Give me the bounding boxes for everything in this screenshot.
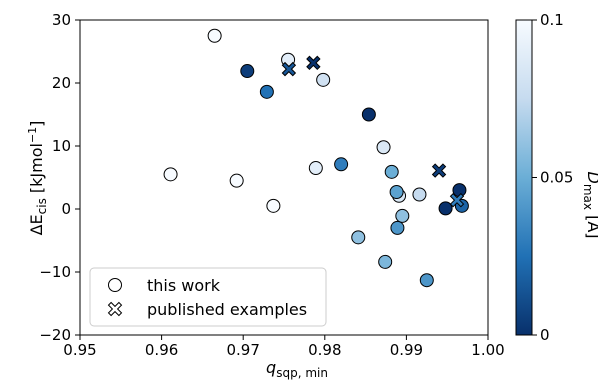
data-point-circle — [438, 201, 453, 216]
colorbar-label-sub: max — [581, 184, 595, 210]
data-point-circle — [259, 84, 274, 99]
legend: this work published examples — [89, 267, 327, 327]
legend-box — [89, 267, 327, 327]
x-tick-label: 1.00 — [471, 341, 504, 359]
data-point-circle — [361, 107, 376, 122]
data-point-circle — [229, 173, 244, 188]
data-point-x — [431, 163, 447, 178]
data-point-circle — [376, 140, 391, 155]
legend-label-this-work: this work — [147, 276, 221, 295]
plot-frame — [79, 19, 489, 336]
y-tick-label: 10 — [52, 137, 71, 155]
y-axis-label: ΔEcis [kJmol−1] — [26, 121, 49, 236]
x-tick-label: 0.99 — [390, 341, 423, 359]
data-point-circle — [378, 254, 393, 269]
data-point-circle — [240, 64, 255, 79]
data-point-circle — [419, 273, 434, 288]
x-axis-label: qsqp, min — [266, 358, 328, 380]
legend-label-published-examples: published examples — [147, 300, 307, 319]
x-tick-label: 0.98 — [308, 341, 341, 359]
data-point-x — [306, 55, 321, 71]
colorbar-gradient — [515, 19, 533, 336]
y-tick-label: −10 — [39, 263, 71, 281]
y-axis-label-units: [kJmol — [27, 143, 46, 198]
data-point-circle — [389, 184, 404, 199]
data-points — [163, 28, 469, 288]
y-axis-label-sup: −1 — [26, 127, 39, 143]
y-tick-label: −20 — [39, 326, 71, 344]
data-point-circle — [266, 198, 281, 213]
x-axis-label-sub: sqp, min — [276, 366, 328, 380]
data-point-circle — [412, 187, 427, 202]
colorbar: 0 0.05 0.1 Dmax [Å] — [515, 11, 598, 344]
legend-circle-marker — [108, 278, 122, 292]
colorbar-tick-label: 0 — [540, 326, 550, 344]
y-tick-label: 0 — [61, 200, 71, 218]
data-point-circle — [390, 220, 405, 235]
colorbar-ticks: 0 0.05 0.1 — [532, 11, 573, 344]
data-point-x — [281, 61, 297, 77]
data-point-circle — [395, 208, 410, 223]
data-point-circle — [384, 164, 399, 179]
y-tick-label: 30 — [52, 11, 71, 29]
x-tick-label: 0.95 — [63, 341, 96, 359]
data-point-circle — [351, 230, 366, 245]
colorbar-tick-label: 0.1 — [540, 11, 564, 29]
y-axis-label-end: ] — [27, 121, 46, 127]
data-point-x — [449, 192, 465, 208]
axes: 0.95 0.96 0.97 0.98 0.99 1.00 −20 −10 0 10 20 30 — [39, 11, 504, 359]
legend-x-marker — [107, 301, 123, 317]
data-point-circle — [308, 161, 323, 176]
colorbar-label-units: [Å] — [584, 210, 598, 239]
data-point-circle — [334, 157, 349, 172]
colorbar-tick-label: 0.05 — [540, 169, 573, 187]
data-point-circle — [163, 167, 178, 182]
y-tick-label: 20 — [52, 74, 71, 92]
x-tick-label: 0.97 — [226, 341, 259, 359]
y-axis-label-sub: cis — [35, 198, 49, 214]
colorbar-label: Dmax [Å] — [581, 172, 598, 239]
data-point-circle — [207, 28, 222, 43]
x-tick-label: 0.96 — [145, 341, 178, 359]
data-point-circle — [316, 72, 331, 87]
